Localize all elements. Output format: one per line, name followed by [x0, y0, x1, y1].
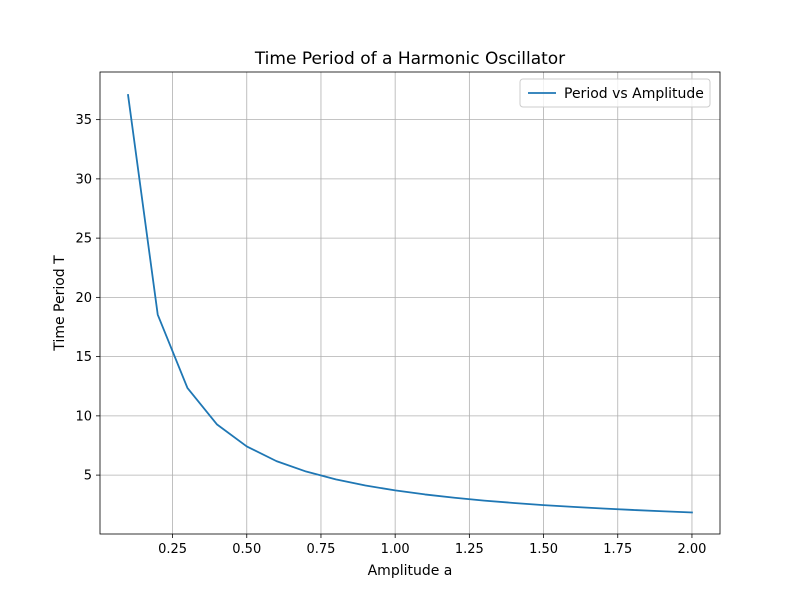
legend-label: Period vs Amplitude — [564, 86, 704, 102]
y-tick-label: 10 — [75, 409, 92, 424]
y-tick-label: 5 — [84, 469, 92, 484]
x-tick-label: 1.75 — [603, 542, 632, 557]
x-tick-label: 0.75 — [306, 542, 335, 557]
x-axis-label: Amplitude a — [368, 563, 453, 579]
legend-box — [519, 78, 711, 108]
series-line — [127, 93, 693, 514]
x-tick-label: 1.00 — [381, 542, 410, 557]
x-tick-label: 0.50 — [232, 542, 261, 557]
x-tick-label: 1.50 — [529, 542, 558, 557]
axes-frame — [99, 71, 721, 535]
chart-title: Time Period of a Harmonic Oscillator — [254, 49, 565, 69]
x-tick-label: 1.25 — [455, 542, 484, 557]
y-tick-label: 35 — [75, 113, 92, 128]
x-tick-label: 2.00 — [677, 542, 706, 557]
y-tick-label: 25 — [75, 232, 92, 247]
y-axis-label: Time Period T — [52, 255, 68, 352]
y-tick-label: 20 — [75, 291, 92, 306]
legend: Period vs Amplitude — [519, 78, 711, 108]
x-tick-label: 0.25 — [158, 542, 187, 557]
grid — [100, 72, 720, 534]
axis-ticks: 0.25 0.50 0.75 1.00 1.25 1.50 1.75 2.00 5 10 15 20 2… — [75, 113, 706, 557]
y-tick-label: 30 — [75, 172, 92, 187]
y-tick-label: 15 — [75, 350, 92, 365]
series-layer — [127, 93, 693, 514]
